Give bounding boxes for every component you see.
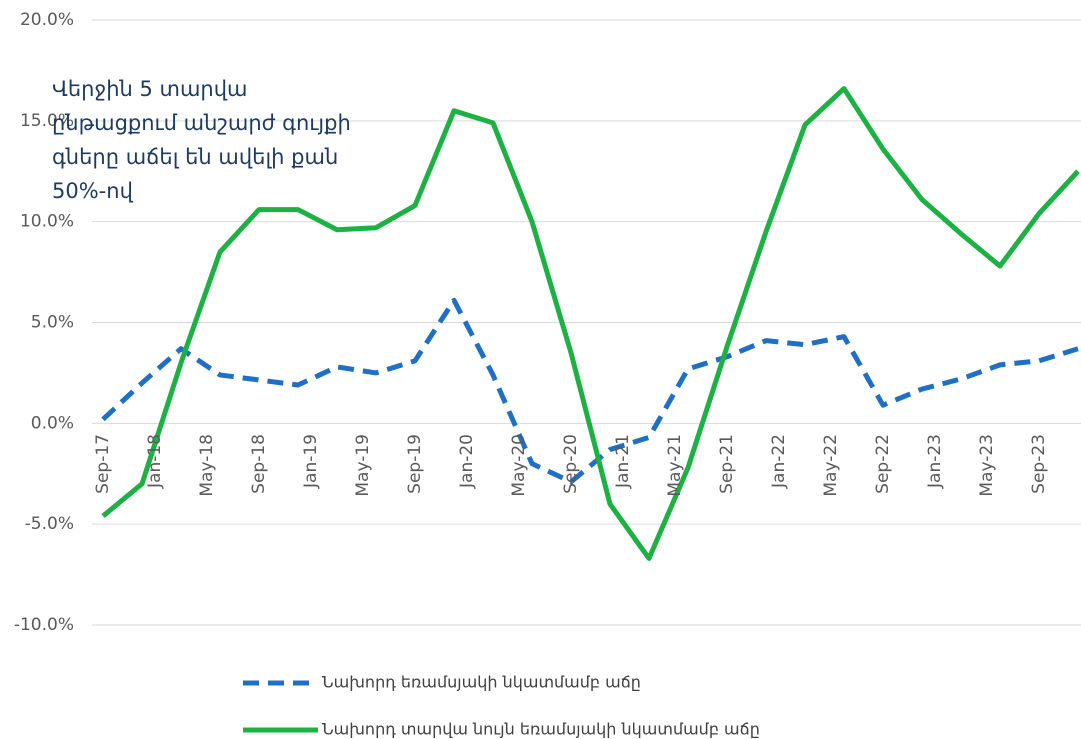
series-line [101, 297, 1079, 485]
x-tick-label: Jan-23 [925, 434, 945, 489]
x-tick-label: Sep-21 [717, 434, 737, 494]
x-tick-label: May-20 [509, 434, 529, 497]
x-tick-label: Jan-18 [145, 434, 165, 489]
x-tick-label: Sep-22 [873, 434, 893, 494]
x-tick-label: May-23 [977, 434, 997, 497]
series-line [101, 86, 1080, 561]
x-tick-label: May-21 [665, 434, 685, 497]
x-tick-label: Sep-18 [249, 434, 269, 494]
x-tick-label: Sep-23 [1029, 434, 1049, 494]
x-tick-label: Jan-19 [301, 434, 321, 489]
x-tick-label: Sep-20 [561, 434, 581, 494]
y-tick-label: 0.0% [31, 413, 74, 433]
legend-label: Նախորդ եռամսյակի նկատմամբ աճը [322, 673, 641, 692]
annotation: Վերջին 5 տարվա [52, 77, 248, 101]
x-tick-label: Jan-21 [613, 434, 633, 489]
y-tick-label: 20.0% [20, 10, 74, 30]
legend-label: Նախորդ տարվա նույն եռամսյակի նկատմամբ աճ… [322, 720, 760, 739]
x-tick-label: Jan-20 [457, 434, 477, 489]
x-tick-label: May-19 [353, 434, 373, 497]
y-tick-label: -10.0% [14, 615, 74, 635]
y-tick-label: 15.0% [20, 111, 74, 131]
y-tick-label: 5.0% [31, 313, 74, 333]
x-tick-label: May-18 [197, 434, 217, 497]
x-tick-label: Jan-22 [769, 434, 789, 489]
y-tick-label: -5.0% [25, 514, 74, 534]
x-tick-label: Sep-19 [405, 434, 425, 494]
annotation: գները աճել են ավելի քան [52, 145, 338, 169]
annotation: ընթացքում անշարժ գույքի [52, 111, 351, 135]
annotation: 50%-ով [52, 179, 134, 203]
x-tick-label: Sep-17 [93, 434, 113, 494]
x-tick-label: May-22 [821, 434, 841, 497]
y-tick-label: 10.0% [20, 212, 74, 232]
